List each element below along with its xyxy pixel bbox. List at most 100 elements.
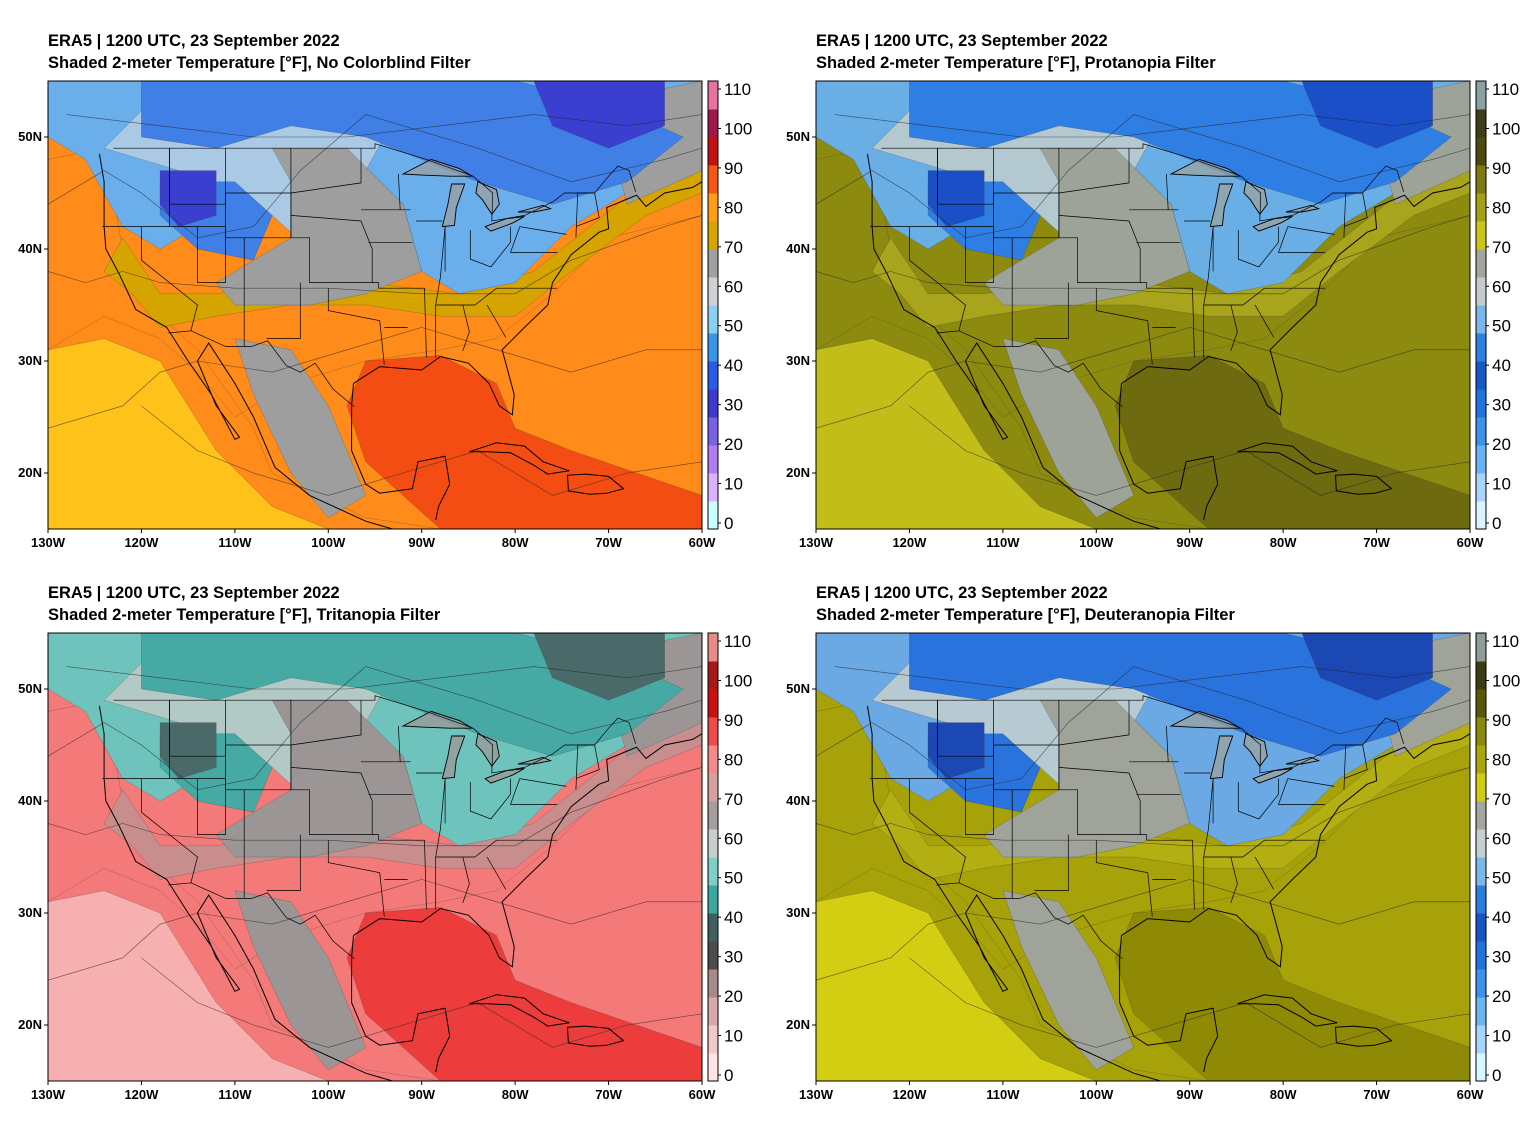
temperature-band-cold-core2 <box>927 170 985 227</box>
colorbar-segment <box>1476 913 1486 942</box>
colorbar-label: 90 <box>724 711 743 730</box>
colorbar-segment <box>1476 137 1486 166</box>
isotherm-line <box>834 666 1470 690</box>
x-tick-label: 130W <box>799 1087 834 1102</box>
temperature-band-very-hot <box>1114 355 1470 529</box>
state-border <box>266 282 301 339</box>
colorbar-label: 40 <box>724 908 743 927</box>
colorbar-label: 90 <box>1492 711 1511 730</box>
panel-title: ERA5 | 1200 UTC, 23 September 2022 Shade… <box>48 582 440 626</box>
map-figure: 130W 120W 110W 100W 90W 80W 70W 60W 20N 30N 40N 50N… <box>786 80 1520 550</box>
y-tick-label: 40N <box>18 241 42 256</box>
isotherm-line <box>48 327 702 429</box>
temperature-band-cold-core <box>1301 633 1433 701</box>
x-tick-label: 120W <box>892 535 927 550</box>
colorbar-segment <box>708 221 718 250</box>
state-border <box>1254 856 1275 890</box>
colorbar-segment <box>708 717 718 746</box>
colorbar-label: 0 <box>1492 514 1501 533</box>
temperature-field <box>48 81 702 529</box>
coastline <box>98 153 395 529</box>
colorbar-segment <box>1476 1053 1486 1082</box>
state-border <box>1058 215 1141 283</box>
y-tick-label: 50N <box>786 129 810 144</box>
state-border <box>141 226 198 331</box>
state-border <box>1237 226 1279 268</box>
x-tick-label: 90W <box>408 1087 435 1102</box>
isotherm-line <box>66 114 702 138</box>
temperature-band-neutral2 <box>1002 338 1134 519</box>
y-tick-label: 20N <box>18 1017 42 1032</box>
y-tick-label: 50N <box>18 681 42 696</box>
colorbar-segment <box>708 1053 718 1082</box>
colorbar-segment <box>708 277 718 306</box>
state-border <box>435 226 446 358</box>
state-border <box>909 226 966 331</box>
colorbar-segment <box>708 445 718 474</box>
colorbar-segment <box>1476 333 1486 362</box>
state-border <box>102 226 226 283</box>
colorbar-segment <box>708 361 718 390</box>
state-border <box>1095 840 1153 917</box>
x-tick-label: 80W <box>1270 1087 1297 1102</box>
island-outline <box>566 1025 625 1047</box>
colorbar-label: 110 <box>1492 632 1519 651</box>
panel-no-filter: ERA5 | 1200 UTC, 23 September 2022 Shade… <box>0 0 760 560</box>
y-tick-label: 20N <box>786 1017 810 1032</box>
colorbar-segment <box>1476 885 1486 914</box>
coastline <box>1119 405 1219 521</box>
temperature-band-very-hot <box>346 355 702 529</box>
coastline <box>866 705 1163 1081</box>
colorbar-label: 100 <box>724 119 752 138</box>
colorbar-segment <box>1476 745 1486 774</box>
state-border <box>398 725 401 762</box>
temperature-band-cold-core <box>533 81 665 149</box>
state-border <box>435 778 446 910</box>
state-border <box>909 778 966 883</box>
y-tick-label: 20N <box>786 465 810 480</box>
title-line1: ERA5 | 1200 UTC, 23 September 2022 <box>48 32 340 50</box>
state-border <box>1278 778 1335 805</box>
colorbar-label: 50 <box>1492 317 1511 336</box>
colorbar-label: 40 <box>1492 908 1511 927</box>
x-tick-label: 100W <box>311 1087 346 1102</box>
great-lake <box>1252 768 1293 784</box>
state-border <box>327 288 385 365</box>
colorbar-segment <box>1476 221 1486 250</box>
colorbar-label: 0 <box>724 514 733 533</box>
colorbar-label: 20 <box>724 435 743 454</box>
colorbar-label: 60 <box>1492 277 1511 296</box>
colorbar-label: 70 <box>724 238 743 257</box>
coastline <box>351 733 702 968</box>
x-tick-label: 100W <box>1079 535 1114 550</box>
island-outline <box>469 442 570 475</box>
colorbar-segment <box>1476 941 1486 970</box>
temperature-band-neutral2 <box>234 890 366 1071</box>
x-tick-label: 130W <box>31 1087 66 1102</box>
state-border <box>327 840 385 917</box>
colorbar-segment <box>1476 857 1486 886</box>
coastline <box>1119 957 1219 1073</box>
temperature-field <box>816 81 1470 529</box>
state-border <box>1058 148 1130 194</box>
colorbar-segment <box>708 137 718 166</box>
x-tick-label: 110W <box>986 535 1020 550</box>
colorbar-label: 70 <box>1492 790 1511 809</box>
y-tick-label: 20N <box>18 465 42 480</box>
colorbar-segment <box>708 305 718 334</box>
x-tick-label: 120W <box>892 1087 927 1102</box>
island-outline <box>1334 473 1393 495</box>
colorbar-frame <box>707 632 719 1082</box>
state-border <box>378 834 427 910</box>
colorbar-segment <box>708 941 718 970</box>
state-border <box>881 695 1405 774</box>
y-tick-label: 30N <box>786 353 810 368</box>
colorbar-label: 10 <box>1492 475 1511 494</box>
title-line2: Shaded 2-meter Temperature [°F], No Colo… <box>48 54 471 72</box>
state-border <box>936 330 1123 408</box>
temperature-band-subtropic <box>816 890 1097 1081</box>
state-border <box>1166 725 1169 762</box>
title-line1: ERA5 | 1200 UTC, 23 September 2022 <box>48 584 340 602</box>
x-tick-label: 90W <box>408 535 435 550</box>
coastline <box>351 957 451 1073</box>
